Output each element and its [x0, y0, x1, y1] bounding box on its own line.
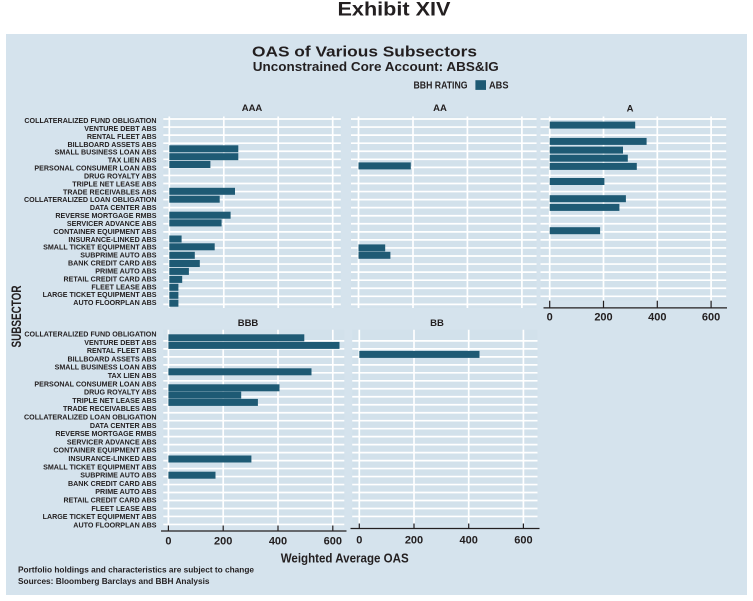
svg-text:SUBPRIME AUTO ABS: SUBPRIME AUTO ABS: [80, 471, 156, 480]
svg-text:DRUG ROYALTY ABS: DRUG ROYALTY ABS: [84, 388, 157, 397]
svg-text:INSURANCE-LINKED ABS: INSURANCE-LINKED ABS: [68, 235, 156, 244]
svg-text:LARGE TICKET EQUIPMENT ABS: LARGE TICKET EQUIPMENT ABS: [43, 290, 157, 299]
svg-text:SMALL TICKET EQUIPMENT ABS: SMALL TICKET EQUIPMENT ABS: [43, 462, 156, 471]
svg-text:200: 200: [214, 536, 232, 548]
svg-text:COLLATERALIZED LOAN OBLIGATION: COLLATERALIZED LOAN OBLIGATION: [24, 413, 157, 422]
svg-text:Exhibit XIV: Exhibit XIV: [338, 0, 451, 21]
svg-text:SMALL BUSINESS LOAN ABS: SMALL BUSINESS LOAN ABS: [55, 363, 157, 372]
svg-text:Unconstrained Core Account: AB: Unconstrained Core Account: ABS&IG: [253, 60, 499, 74]
svg-text:COLLATERALIZED FUND OBLIGATION: COLLATERALIZED FUND OBLIGATION: [24, 116, 156, 125]
svg-text:REVERSE MORTGAGE RMBS: REVERSE MORTGAGE RMBS: [55, 211, 156, 220]
svg-text:COLLATERALIZED FUND OBLIGATION: COLLATERALIZED FUND OBLIGATION: [24, 330, 156, 339]
svg-text:VENTURE DEBT ABS: VENTURE DEBT ABS: [84, 338, 156, 347]
svg-text:0: 0: [356, 535, 362, 547]
svg-text:VENTURE DEBT ABS: VENTURE DEBT ABS: [84, 124, 156, 133]
svg-text:TAX LIEN ABS: TAX LIEN ABS: [108, 371, 157, 380]
svg-text:SERVICER ADVANCE ABS: SERVICER ADVANCE ABS: [67, 219, 157, 228]
svg-text:Portfolio holdings and charact: Portfolio holdings and characteristics a…: [18, 564, 254, 574]
svg-text:PRIME AUTO ABS: PRIME AUTO ABS: [95, 266, 156, 275]
svg-text:LARGE TICKET EQUIPMENT ABS: LARGE TICKET EQUIPMENT ABS: [43, 512, 157, 521]
svg-text:TAX LIEN ABS: TAX LIEN ABS: [108, 156, 157, 165]
svg-text:BANK CREDIT CARD ABS: BANK CREDIT CARD ABS: [68, 259, 157, 268]
svg-text:DATA CENTER ABS: DATA CENTER ABS: [90, 421, 157, 430]
svg-text:REVERSE MORTGAGE RMBS: REVERSE MORTGAGE RMBS: [55, 429, 156, 438]
svg-text:DRUG ROYALTY ABS: DRUG ROYALTY ABS: [84, 171, 157, 180]
svg-text:600: 600: [702, 311, 720, 323]
svg-text:BBB: BBB: [238, 318, 259, 329]
svg-text:TRIPLE NET LEASE ABS: TRIPLE NET LEASE ABS: [72, 179, 156, 188]
svg-text:SERVICER ADVANCE ABS: SERVICER ADVANCE ABS: [67, 437, 157, 446]
svg-text:BB: BB: [430, 318, 444, 329]
svg-text:COLLATERALIZED LOAN OBLIGATION: COLLATERALIZED LOAN OBLIGATION: [24, 195, 157, 204]
svg-text:400: 400: [648, 311, 666, 323]
svg-text:BILLBOARD ASSETS ABS: BILLBOARD ASSETS ABS: [68, 140, 157, 149]
svg-text:SUBPRIME AUTO ABS: SUBPRIME AUTO ABS: [80, 251, 156, 260]
svg-text:0: 0: [165, 536, 171, 548]
svg-text:FLEET LEASE ABS: FLEET LEASE ABS: [91, 282, 156, 291]
svg-text:SUBSECTOR: SUBSECTOR: [8, 286, 24, 348]
svg-text:Sources: Bloomberg Barclays an: Sources: Bloomberg Barclays and BBH Anal…: [18, 576, 210, 586]
svg-text:CONTAINER EQUIPMENT ABS: CONTAINER EQUIPMENT ABS: [53, 227, 156, 236]
svg-text:AAA: AAA: [242, 103, 263, 114]
svg-text:TRADE RECEIVABLES ABS: TRADE RECEIVABLES ABS: [63, 187, 157, 196]
svg-text:ABS: ABS: [489, 81, 509, 92]
svg-text:BILLBOARD ASSETS ABS: BILLBOARD ASSETS ABS: [68, 354, 157, 363]
svg-text:RETAIL CREDIT CARD ABS: RETAIL CREDIT CARD ABS: [64, 496, 157, 505]
svg-text:TRADE RECEIVABLES ABS: TRADE RECEIVABLES ABS: [63, 404, 157, 413]
svg-text:RENTAL FLEET ABS: RENTAL FLEET ABS: [87, 346, 157, 355]
svg-text:600: 600: [514, 535, 532, 547]
svg-text:DATA CENTER ABS: DATA CENTER ABS: [90, 203, 157, 212]
svg-text:TRIPLE NET LEASE ABS: TRIPLE NET LEASE ABS: [72, 396, 156, 405]
svg-text:INSURANCE-LINKED ABS: INSURANCE-LINKED ABS: [68, 454, 156, 463]
svg-text:PERSONAL CONSUMER LOAN ABS: PERSONAL CONSUMER LOAN ABS: [34, 379, 156, 388]
svg-text:BBH RATING: BBH RATING: [414, 81, 468, 92]
svg-text:200: 200: [594, 311, 612, 323]
svg-text:SMALL TICKET EQUIPMENT ABS: SMALL TICKET EQUIPMENT ABS: [43, 243, 156, 252]
svg-text:CONTAINER EQUIPMENT ABS: CONTAINER EQUIPMENT ABS: [53, 446, 156, 455]
svg-text:RETAIL CREDIT CARD ABS: RETAIL CREDIT CARD ABS: [64, 274, 157, 283]
svg-text:AUTO FLOORPLAN ABS: AUTO FLOORPLAN ABS: [73, 520, 156, 529]
svg-text:OAS of Various Subsectors: OAS of Various Subsectors: [252, 44, 477, 61]
svg-text:RENTAL FLEET ABS: RENTAL FLEET ABS: [87, 132, 157, 141]
svg-text:600: 600: [324, 536, 342, 548]
svg-text:AA: AA: [433, 103, 447, 114]
svg-text:PERSONAL CONSUMER LOAN ABS: PERSONAL CONSUMER LOAN ABS: [34, 164, 156, 173]
svg-text:AUTO FLOORPLAN ABS: AUTO FLOORPLAN ABS: [73, 298, 156, 307]
svg-text:Weighted Average OAS: Weighted Average OAS: [281, 551, 409, 566]
svg-text:0: 0: [547, 311, 553, 323]
svg-text:PRIME AUTO ABS: PRIME AUTO ABS: [95, 487, 156, 496]
svg-text:400: 400: [269, 536, 287, 548]
svg-text:SMALL BUSINESS LOAN ABS: SMALL BUSINESS LOAN ABS: [55, 148, 157, 157]
svg-text:BANK CREDIT CARD ABS: BANK CREDIT CARD ABS: [68, 479, 157, 488]
svg-text:FLEET LEASE ABS: FLEET LEASE ABS: [91, 504, 156, 513]
svg-text:A: A: [627, 104, 634, 115]
svg-text:400: 400: [460, 535, 478, 547]
svg-text:200: 200: [405, 535, 423, 547]
